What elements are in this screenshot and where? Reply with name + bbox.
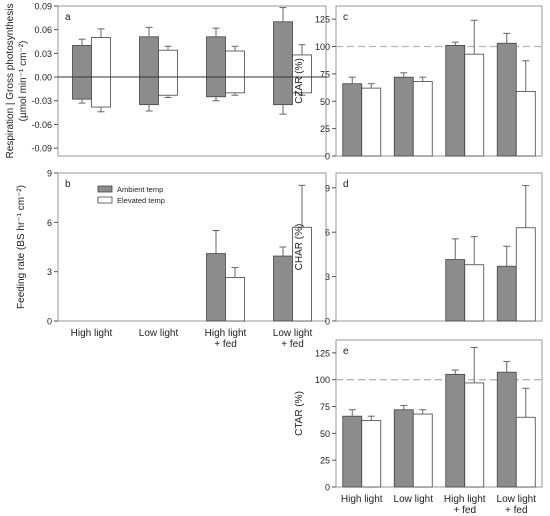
panel-e-xtick-label: High light xyxy=(444,494,486,505)
panel-c-bar-elevated xyxy=(515,91,536,157)
panel-c-bar-ambient xyxy=(393,76,414,157)
panel-b-xtick-label: High light xyxy=(205,328,247,339)
panel-c-ytick-label: 50 xyxy=(320,97,330,107)
panel-a-ytick-label: -0.03 xyxy=(31,96,52,106)
panel-b-bar-ambient xyxy=(273,255,293,322)
panel-e-xtick-label: + fed xyxy=(505,505,528,516)
panel-a-bar-ambient xyxy=(72,45,92,78)
legend-elevated-swatch xyxy=(97,196,113,204)
panel-d-bar-ambient xyxy=(496,265,517,322)
panel-b-bar-elevated xyxy=(225,277,245,322)
panel-a-ylabel-line1: Respiration | Gross photosynthesis xyxy=(5,4,16,159)
panel-b-bar-ambient xyxy=(206,253,226,322)
panel-e-ytick-label: 0 xyxy=(325,483,330,493)
panel-e-bar-ambient xyxy=(445,373,466,488)
panel-e-xtick-label: High light xyxy=(341,494,383,505)
panel-e-xtick-label: + fed xyxy=(453,505,476,516)
panel-e-bar-ambient xyxy=(393,409,414,488)
panel-a-bar-ambient xyxy=(273,21,293,78)
panel-d-ylabel: CHAR (%) xyxy=(294,224,305,271)
panel-b-ytick-label: 0 xyxy=(47,317,52,327)
panel-b-xtick-label: Low light xyxy=(273,328,313,339)
panel-e-ytick-label: 25 xyxy=(320,456,330,466)
panel-a-ytick-label: -0.06 xyxy=(31,120,52,130)
panel-d-ytick-label: 0 xyxy=(325,317,330,327)
panel-c-ytick-label: 125 xyxy=(315,15,330,25)
panel-c-bar-elevated xyxy=(361,87,382,157)
panel-c-label: c xyxy=(343,12,348,23)
panel-c-bar-elevated xyxy=(464,53,485,157)
panel-a-bar-elevated xyxy=(91,76,111,108)
panel-e-ytick-label: 75 xyxy=(320,402,330,412)
panel-a-bar-elevated xyxy=(225,50,245,78)
panel-e-bar-elevated xyxy=(515,416,536,488)
panel-d-label: d xyxy=(343,179,349,190)
panel-c-bar-ambient xyxy=(445,45,466,157)
panel-a-bar-elevated xyxy=(158,49,178,78)
panel-b-ytick-label: 9 xyxy=(47,169,52,179)
panel-a-bar-elevated xyxy=(225,76,245,94)
panel-e-xtick-label: Low light xyxy=(497,494,537,505)
panel-b-ylabel: Feeding rate (BS hr⁻¹ cm⁻²) xyxy=(16,185,27,309)
panel-a-ylabel-line2: (µmol min⁻¹ cm⁻²) xyxy=(18,41,29,122)
panel-a-ytick-label: -0.09 xyxy=(31,144,52,154)
panel-d-bar-ambient xyxy=(445,259,466,322)
panel-a-bar-ambient xyxy=(72,76,92,100)
panel-b-ytick-label: 3 xyxy=(47,267,52,277)
legend-ambient-swatch xyxy=(97,185,113,193)
panel-c-frame xyxy=(335,5,543,157)
panel-b-ytick-label: 6 xyxy=(47,218,52,228)
panel-b-frame xyxy=(57,172,327,322)
panel-a-bar-ambient xyxy=(206,76,226,98)
panel-e-ytick-label: 100 xyxy=(315,375,330,385)
panel-d-ytick-label: 9 xyxy=(325,183,330,193)
panel-a-bar-ambient xyxy=(206,36,226,78)
panel-a-bar-ambient xyxy=(273,76,293,106)
panel-e-label: e xyxy=(343,346,349,357)
panel-b-xtick-label: Low light xyxy=(139,328,179,339)
panel-a-label: a xyxy=(65,12,71,23)
panel-c-bar-ambient xyxy=(496,42,517,157)
panel-a-bar-ambient xyxy=(139,76,159,106)
panel-c-ytick-label: 100 xyxy=(315,42,330,52)
panel-a-frame xyxy=(57,5,327,157)
panel-a-bar-elevated xyxy=(158,76,178,96)
panel-e-ytick-label: 125 xyxy=(315,348,330,358)
legend-ambient-label: Ambient temp xyxy=(117,185,163,194)
panel-b-xtick-label: + fed xyxy=(214,339,237,350)
panel-d-bar-elevated xyxy=(464,264,485,322)
panel-a-bar-ambient xyxy=(139,36,159,78)
panel-c-bar-ambient xyxy=(342,83,363,157)
panel-e-bar-ambient xyxy=(496,371,517,488)
panel-a-ytick-label: 0.03 xyxy=(34,49,52,59)
panel-c-bar-elevated xyxy=(412,81,433,157)
panel-d-ytick-label: 6 xyxy=(325,228,330,238)
panel-b-xtick-label: + fed xyxy=(281,339,304,350)
panel-a-ytick-label: 0.09 xyxy=(34,2,52,12)
panel-c-ylabel: CZAR (%) xyxy=(294,58,305,104)
panel-e-xtick-label: Low light xyxy=(394,494,434,505)
panel-a-ytick-label: 0.00 xyxy=(34,73,52,83)
panel-d-frame xyxy=(335,172,543,322)
panel-c-ytick-label: 75 xyxy=(320,69,330,79)
panel-e-ytick-label: 50 xyxy=(320,429,330,439)
panel-e-bar-ambient xyxy=(342,415,363,488)
panel-a-bar-elevated xyxy=(91,37,111,78)
panel-e-bar-elevated xyxy=(412,413,433,488)
panel-b-xtick-label: High light xyxy=(71,328,113,339)
panel-e-ylabel: CTAR (%) xyxy=(294,391,305,436)
panel-b-label: b xyxy=(65,179,71,190)
panel-e-bar-elevated xyxy=(361,420,382,488)
panel-a-ytick-label: 0.06 xyxy=(34,25,52,35)
panel-d-ytick-label: 3 xyxy=(325,272,330,282)
panel-c-ytick-label: 25 xyxy=(320,124,330,134)
panel-c-ytick-label: 0 xyxy=(325,152,330,162)
panel-d-bar-elevated xyxy=(515,227,536,322)
legend-elevated-label: Elevated temp xyxy=(117,196,165,205)
panel-e-frame xyxy=(335,339,543,488)
panel-e-bar-elevated xyxy=(464,382,485,488)
